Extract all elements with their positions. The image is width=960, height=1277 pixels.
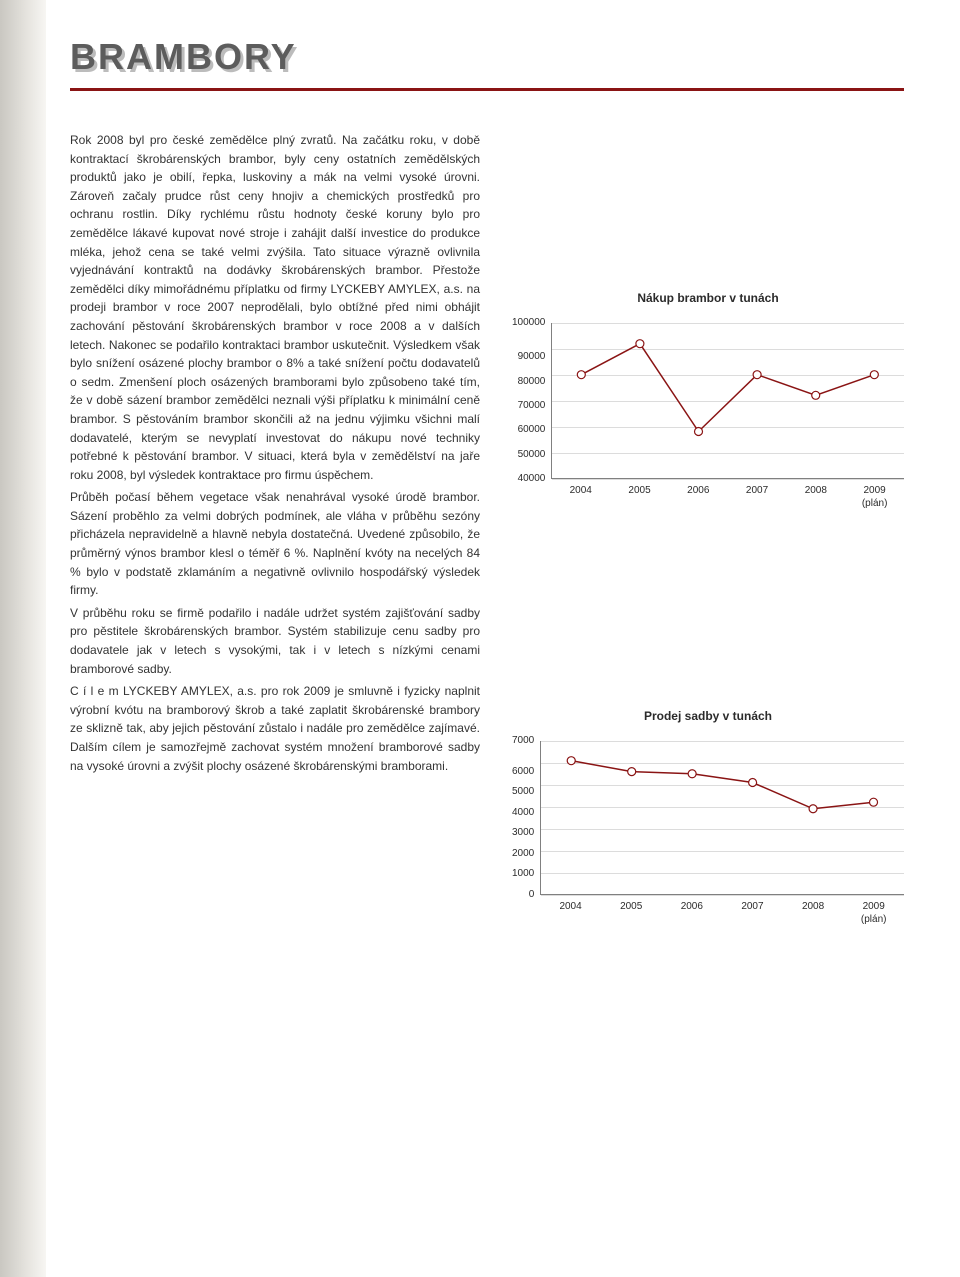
x-tick-label: 2007 — [728, 485, 787, 496]
x-tick-label: 2006 — [669, 485, 728, 496]
page-content: BRAMBORY BRAMBORY Rok 2008 byl pro české… — [0, 0, 960, 965]
chart-area: 100000900008000070000600005000040000 200… — [512, 323, 904, 509]
body-paragraph: Průběh počasí během vegetace však nenahr… — [70, 488, 480, 600]
chart-x-axis: 200420052006200720082009 — [551, 485, 904, 496]
body-paragraph: Rok 2008 byl pro české zemědělce plný zv… — [70, 131, 480, 484]
body-paragraph: C í l e m LYCKEBY AMYLEX, a.s. pro rok 2… — [70, 682, 480, 775]
y-tick-label: 4000 — [512, 808, 534, 818]
chart-plot-wrap: 200420052006200720082009 (plán) — [551, 323, 904, 509]
body-text-column: Rok 2008 byl pro české zemědělce plný zv… — [70, 131, 480, 779]
chart-x-axis: 200420052006200720082009 — [540, 901, 904, 912]
chart-x-sublabel: (plán) — [845, 498, 904, 509]
chart-markers — [552, 323, 904, 478]
x-tick-label: 2004 — [551, 485, 610, 496]
chart-y-axis: 70006000500040003000200010000 — [512, 741, 540, 895]
y-tick-label: 7000 — [512, 736, 534, 746]
x-tick-label: 2004 — [540, 901, 601, 912]
chart-gridline — [541, 895, 904, 896]
y-tick-label: 100000 — [512, 318, 545, 328]
y-tick-label: 0 — [529, 890, 535, 900]
y-tick-label: 3000 — [512, 828, 534, 838]
y-tick-label: 70000 — [518, 401, 546, 411]
page-title: BRAMBORY — [70, 36, 904, 78]
y-tick-label: 60000 — [518, 425, 546, 435]
chart-title: Nákup brambor v tunách — [512, 291, 904, 305]
y-tick-label: 40000 — [518, 474, 546, 484]
y-tick-label: 2000 — [512, 849, 534, 859]
x-tick-label: 2009 — [843, 901, 904, 912]
y-tick-label: 6000 — [512, 767, 534, 777]
chart-prodej-sadby: Prodej sadby v tunách 7000 6000 5000 4000 30… — [512, 709, 904, 925]
chart-plot — [540, 741, 904, 895]
chart-title: Prodej sadby v tunách — [512, 709, 904, 723]
x-tick-label: 2005 — [601, 901, 662, 912]
y-tick-label: 5000 — [512, 787, 534, 797]
x-tick-label: 2008 — [783, 901, 844, 912]
x-tick-label: 2005 — [610, 485, 669, 496]
x-tick-label: 2009 — [845, 485, 904, 496]
chart-area: 70006000500040003000200010000 2004200520… — [512, 741, 904, 925]
body-paragraph: V průběhu roku se firmě podařilo i nadál… — [70, 604, 480, 678]
charts-column: Nákup brambor v tunách 100000 90000 80000 7… — [512, 131, 904, 925]
y-tick-label: 80000 — [518, 377, 546, 387]
y-tick-label: 50000 — [518, 450, 546, 460]
chart-x-sublabel: (plán) — [843, 914, 904, 925]
x-tick-label: 2008 — [786, 485, 845, 496]
chart-markers — [541, 741, 904, 894]
x-tick-label: 2007 — [722, 901, 783, 912]
chart-plot-wrap: 200420052006200720082009 (plán) — [540, 741, 904, 925]
x-tick-label: 2006 — [662, 901, 723, 912]
chart-plot — [551, 323, 904, 479]
y-tick-label: 1000 — [512, 869, 534, 879]
title-underline — [70, 88, 904, 91]
chart-y-axis: 100000900008000070000600005000040000 — [512, 323, 551, 479]
chart-gridline — [552, 479, 904, 480]
chart-nakup-brambor: Nákup brambor v tunách 100000 90000 80000 7… — [512, 291, 904, 509]
page-title-wrap: BRAMBORY BRAMBORY — [70, 36, 904, 78]
two-column-layout: Rok 2008 byl pro české zemědělce plný zv… — [70, 131, 904, 925]
y-tick-label: 90000 — [518, 352, 546, 362]
